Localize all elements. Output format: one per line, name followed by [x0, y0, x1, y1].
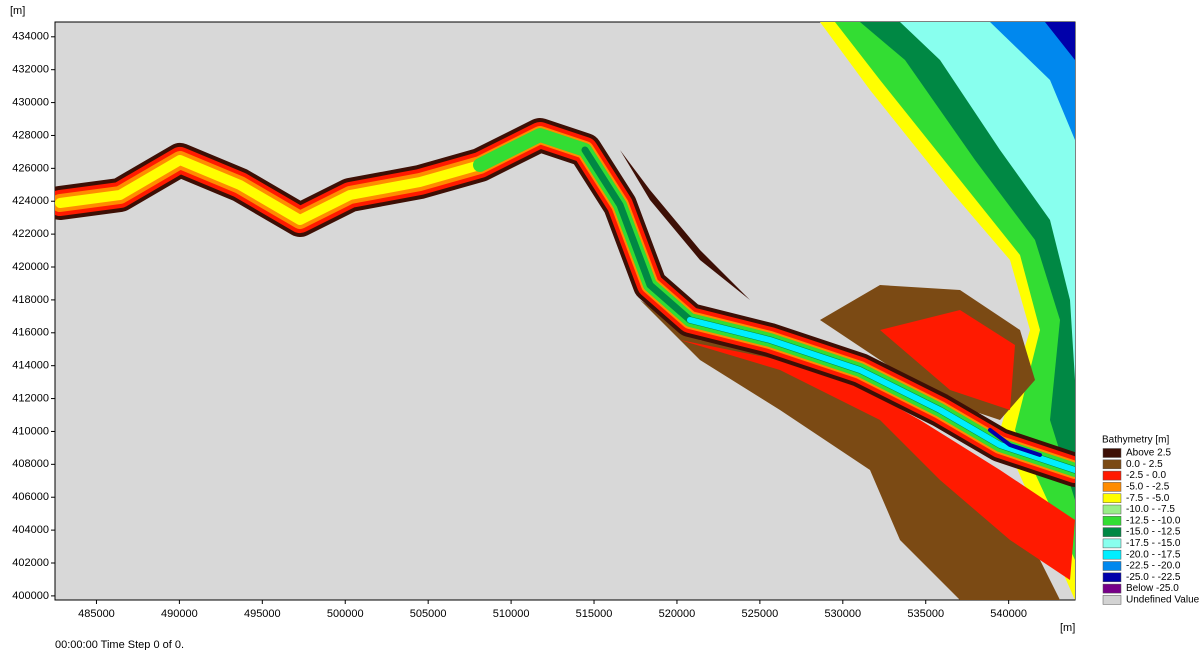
y-tick-label: 426000 — [12, 162, 49, 174]
legend-label: -17.5 - -15.0 — [1126, 538, 1181, 549]
x-tick-label: 515000 — [576, 608, 613, 620]
y-tick-label: 408000 — [12, 458, 49, 470]
legend-label: -22.5 - -20.0 — [1126, 561, 1181, 572]
y-tick-label: 412000 — [12, 392, 49, 404]
legend-swatch — [1103, 516, 1121, 525]
legend-label: -20.0 - -17.5 — [1126, 549, 1181, 560]
y-tick-label: 432000 — [12, 64, 49, 76]
y-tick-label: 404000 — [12, 524, 49, 536]
legend-label: Above 2.5 — [1126, 448, 1171, 459]
x-tick-label: 535000 — [907, 608, 944, 620]
x-tick-label: 490000 — [161, 608, 198, 620]
y-tick-label: 406000 — [12, 491, 49, 503]
y-tick-label: 434000 — [12, 31, 49, 43]
y-tick-label: 430000 — [12, 96, 49, 108]
legend-swatch — [1103, 550, 1121, 559]
legend-label: Below -25.0 — [1126, 583, 1179, 594]
y-tick-label: 418000 — [12, 294, 49, 306]
status-text: 00:00:00 Time Step 0 of 0. — [55, 639, 184, 650]
y-tick-label: 428000 — [12, 129, 49, 141]
legend-swatch — [1103, 528, 1121, 537]
x-unit: [m] — [1060, 622, 1075, 634]
x-tick-label: 505000 — [410, 608, 447, 620]
x-tick-label: 525000 — [742, 608, 779, 620]
legend-label: 0.0 - 2.5 — [1126, 459, 1163, 470]
legend-label: -2.5 - 0.0 — [1126, 470, 1166, 481]
legend-swatch — [1103, 573, 1121, 582]
y-tick-label: 416000 — [12, 327, 49, 339]
y-unit: [m] — [10, 5, 25, 17]
y-tick-label: 424000 — [12, 195, 49, 207]
legend-swatch — [1103, 595, 1121, 604]
legend-swatch — [1103, 471, 1121, 480]
legend-swatch — [1103, 494, 1121, 503]
x-tick-label: 530000 — [824, 608, 861, 620]
legend-label: -15.0 - -12.5 — [1126, 527, 1181, 538]
legend-swatch — [1103, 539, 1121, 548]
legend-label: -10.0 - -7.5 — [1126, 504, 1175, 515]
y-tick-label: 410000 — [12, 425, 49, 437]
x-tick-label: 520000 — [659, 608, 696, 620]
legend-swatch — [1103, 449, 1121, 458]
legend-label: -25.0 - -22.5 — [1126, 572, 1181, 583]
legend-swatch — [1103, 505, 1121, 514]
y-tick-label: 402000 — [12, 557, 49, 569]
x-tick-label: 500000 — [327, 608, 364, 620]
legend-label: -12.5 - -10.0 — [1126, 515, 1181, 526]
x-tick-label: 540000 — [990, 608, 1027, 620]
legend-label: Undefined Value — [1126, 595, 1200, 606]
legend-swatch — [1103, 584, 1121, 593]
x-tick-label: 495000 — [244, 608, 281, 620]
legend-swatch — [1103, 482, 1121, 491]
y-tick-label: 422000 — [12, 228, 49, 240]
legend-title: Bathymetry [m] — [1102, 435, 1169, 446]
y-tick-label: 420000 — [12, 261, 49, 273]
y-tick-label: 400000 — [12, 590, 49, 602]
x-tick-label: 485000 — [78, 608, 115, 620]
y-tick-label: 414000 — [12, 360, 49, 372]
legend-swatch — [1103, 460, 1121, 469]
legend-label: -7.5 - -5.0 — [1126, 493, 1170, 504]
x-tick-label: 510000 — [493, 608, 530, 620]
map-view: [m] [m] 00:00:00 Time Step 0 of 0. Bathy… — [0, 0, 1200, 650]
legend-label: -5.0 - -2.5 — [1126, 482, 1170, 493]
legend-swatch — [1103, 562, 1121, 571]
page: [m] [m] 00:00:00 Time Step 0 of 0. Bathy… — [0, 0, 1200, 650]
